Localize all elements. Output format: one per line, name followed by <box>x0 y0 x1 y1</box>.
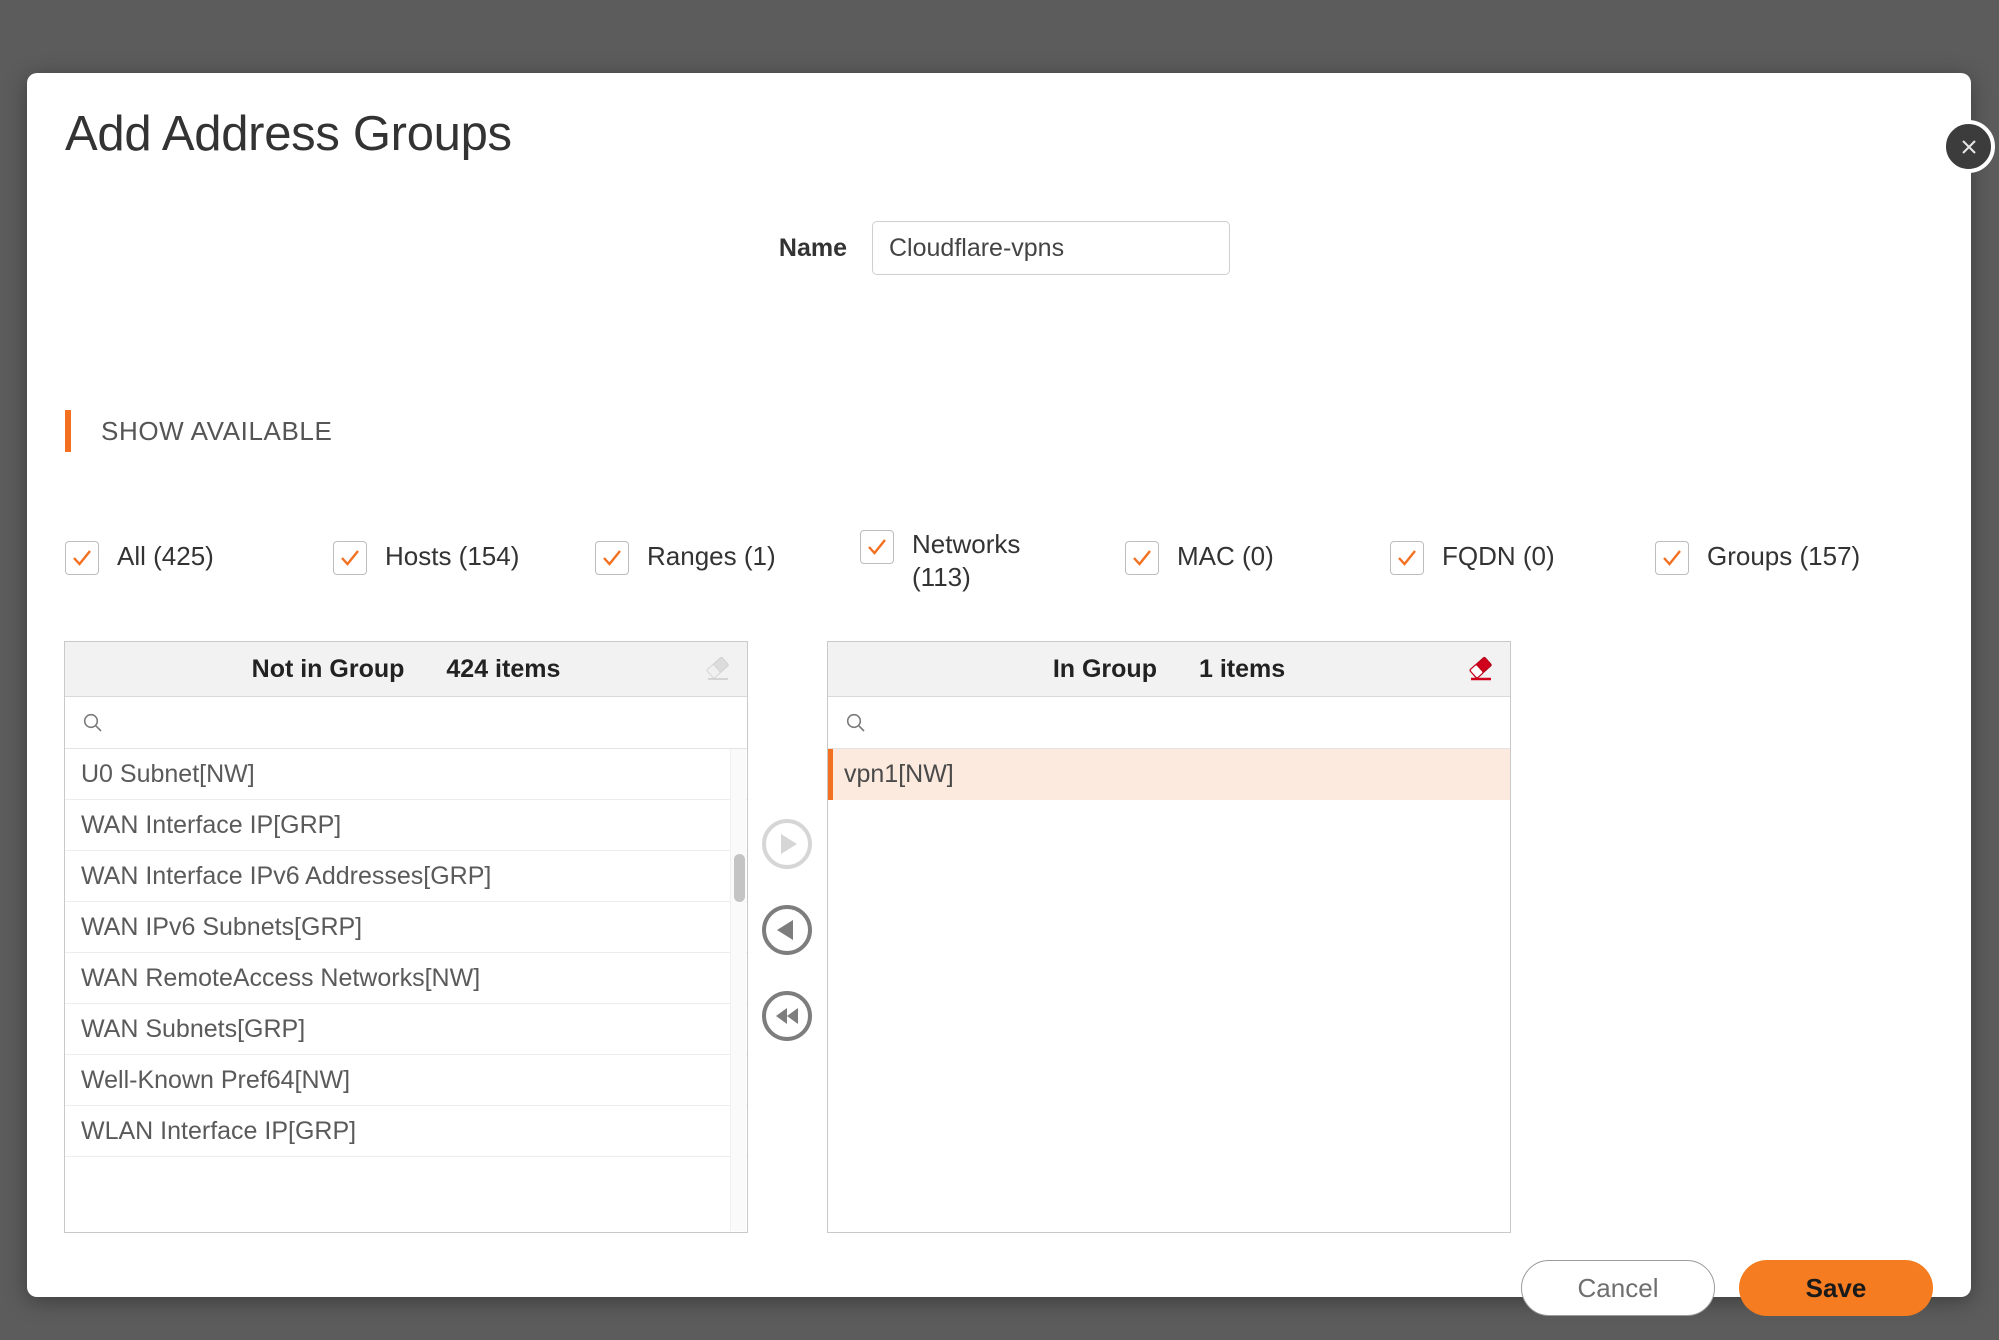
show-available-header: SHOW AVAILABLE <box>65 410 332 452</box>
search-icon <box>844 711 868 735</box>
list-item[interactable]: WAN Interface IPv6 Addresses[GRP] <box>65 851 747 902</box>
list-item[interactable]: vpn1[NW] <box>828 749 1510 800</box>
check-icon <box>603 550 621 566</box>
panel-title: In Group <box>1052 654 1157 683</box>
name-input[interactable] <box>872 221 1230 275</box>
save-button[interactable]: Save <box>1739 1260 1933 1316</box>
name-label: Name <box>778 234 847 262</box>
filter-mac[interactable]: MAC (0) <box>1125 528 1274 575</box>
list-item[interactable]: WLAN Interface IP[GRP] <box>65 1106 747 1157</box>
search-row <box>828 697 1510 749</box>
transfer-controls <box>750 818 824 1076</box>
filter-fqdn[interactable]: FQDN (0) <box>1390 528 1555 575</box>
checkbox-icon[interactable] <box>1655 541 1689 575</box>
eraser-glyph <box>1469 656 1492 681</box>
filter-label: Groups (157) <box>1707 541 1861 571</box>
search-icon <box>81 711 105 735</box>
panel-item-count: 1 items <box>1198 654 1286 683</box>
filter-label: MAC (0) <box>1177 541 1274 571</box>
move-right-glyph <box>762 819 812 869</box>
scrollbar-thumb[interactable] <box>734 854 745 902</box>
list-item[interactable]: WAN IPv6 Subnets[GRP] <box>65 902 747 953</box>
checkbox-icon[interactable] <box>860 530 894 564</box>
checkbox-icon[interactable] <box>1390 541 1424 575</box>
scrollbar[interactable] <box>730 749 746 1231</box>
close-x-glyph <box>1961 139 1976 154</box>
filter-label: FQDN (0) <box>1442 541 1555 571</box>
page-title: Add Address Groups <box>65 107 512 161</box>
check-icon <box>1398 550 1416 566</box>
panel-item-count: 424 items <box>446 654 561 683</box>
search-input[interactable] <box>113 708 741 737</box>
magnifier-glyph <box>83 713 102 732</box>
filter-label: Networks (113) <box>912 529 1021 593</box>
panel-title: Not in Group <box>251 654 405 683</box>
check-icon <box>73 550 91 566</box>
in-group-list[interactable]: vpn1[NW] <box>828 749 1510 1231</box>
filter-networks[interactable]: Networks (113) <box>860 528 1020 595</box>
arrow-right-circle-icon[interactable] <box>761 818 813 870</box>
arrow-left-circle-icon[interactable] <box>761 904 813 956</box>
cancel-button[interactable]: Cancel <box>1521 1260 1715 1316</box>
list-item[interactable]: WAN Subnets[GRP] <box>65 1004 747 1055</box>
panel-header: Not in Group 424 items <box>65 642 747 697</box>
not-in-group-panel: Not in Group 424 items <box>64 641 748 1233</box>
eraser-glyph <box>706 656 729 680</box>
checkbox-icon[interactable] <box>65 541 99 575</box>
checkbox-icon[interactable] <box>333 541 367 575</box>
list-item[interactable]: U0 Subnet[NW] <box>65 749 747 800</box>
magnifier-glyph <box>846 713 865 732</box>
section-title: SHOW AVAILABLE <box>101 415 333 446</box>
check-icon <box>868 539 886 555</box>
panel-header: In Group 1 items <box>828 642 1510 697</box>
filter-label: Hosts (154) <box>385 541 520 571</box>
checkbox-icon[interactable] <box>1125 541 1159 575</box>
list-item[interactable]: WAN RemoteAccess Networks[NW] <box>65 953 747 1004</box>
not-in-group-list[interactable]: U0 Subnet[NW] WAN Interface IP[GRP] WAN … <box>65 749 747 1231</box>
close-icon[interactable] <box>1942 120 1995 173</box>
filter-label: All (425) <box>117 541 214 571</box>
list-item[interactable]: Well-Known Pref64[NW] <box>65 1055 747 1106</box>
move-left-glyph <box>762 905 812 955</box>
eraser-icon[interactable] <box>703 654 733 684</box>
double-arrow-left-circle-icon[interactable] <box>761 990 813 1042</box>
add-address-groups-dialog: Add Address Groups Name SHOW AVAILABLE A… <box>27 73 1995 1316</box>
check-icon <box>1663 550 1681 566</box>
list-item[interactable]: WAN Interface IP[GRP] <box>65 800 747 851</box>
dialog-footer: Cancel Save <box>27 1233 1971 1340</box>
check-icon <box>1133 550 1151 566</box>
filter-hosts[interactable]: Hosts (154) <box>333 528 519 575</box>
move-all-left-glyph <box>762 991 812 1041</box>
filter-checkbox-row: All (425) Hosts (154) Ranges (1) <box>65 528 1935 608</box>
search-row <box>65 697 747 749</box>
filter-label: Ranges (1) <box>647 541 776 571</box>
accent-bar <box>65 410 71 452</box>
check-icon <box>341 550 359 566</box>
eraser-icon[interactable] <box>1466 654 1496 684</box>
filter-groups[interactable]: Groups (157) <box>1655 528 1860 575</box>
in-group-panel: In Group 1 items <box>827 641 1511 1233</box>
filter-ranges[interactable]: Ranges (1) <box>595 528 776 575</box>
search-input[interactable] <box>876 708 1504 737</box>
checkbox-icon[interactable] <box>595 541 629 575</box>
filter-all[interactable]: All (425) <box>65 528 214 575</box>
